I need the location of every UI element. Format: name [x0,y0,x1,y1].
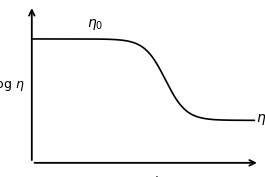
Text: $\eta_{\infty}$: $\eta_{\infty}$ [256,112,265,127]
Text: log $\dot{\gamma}$: log $\dot{\gamma}$ [129,175,162,177]
Text: $\eta_0$: $\eta_0$ [87,17,104,32]
Text: log $\eta$: log $\eta$ [0,76,24,93]
